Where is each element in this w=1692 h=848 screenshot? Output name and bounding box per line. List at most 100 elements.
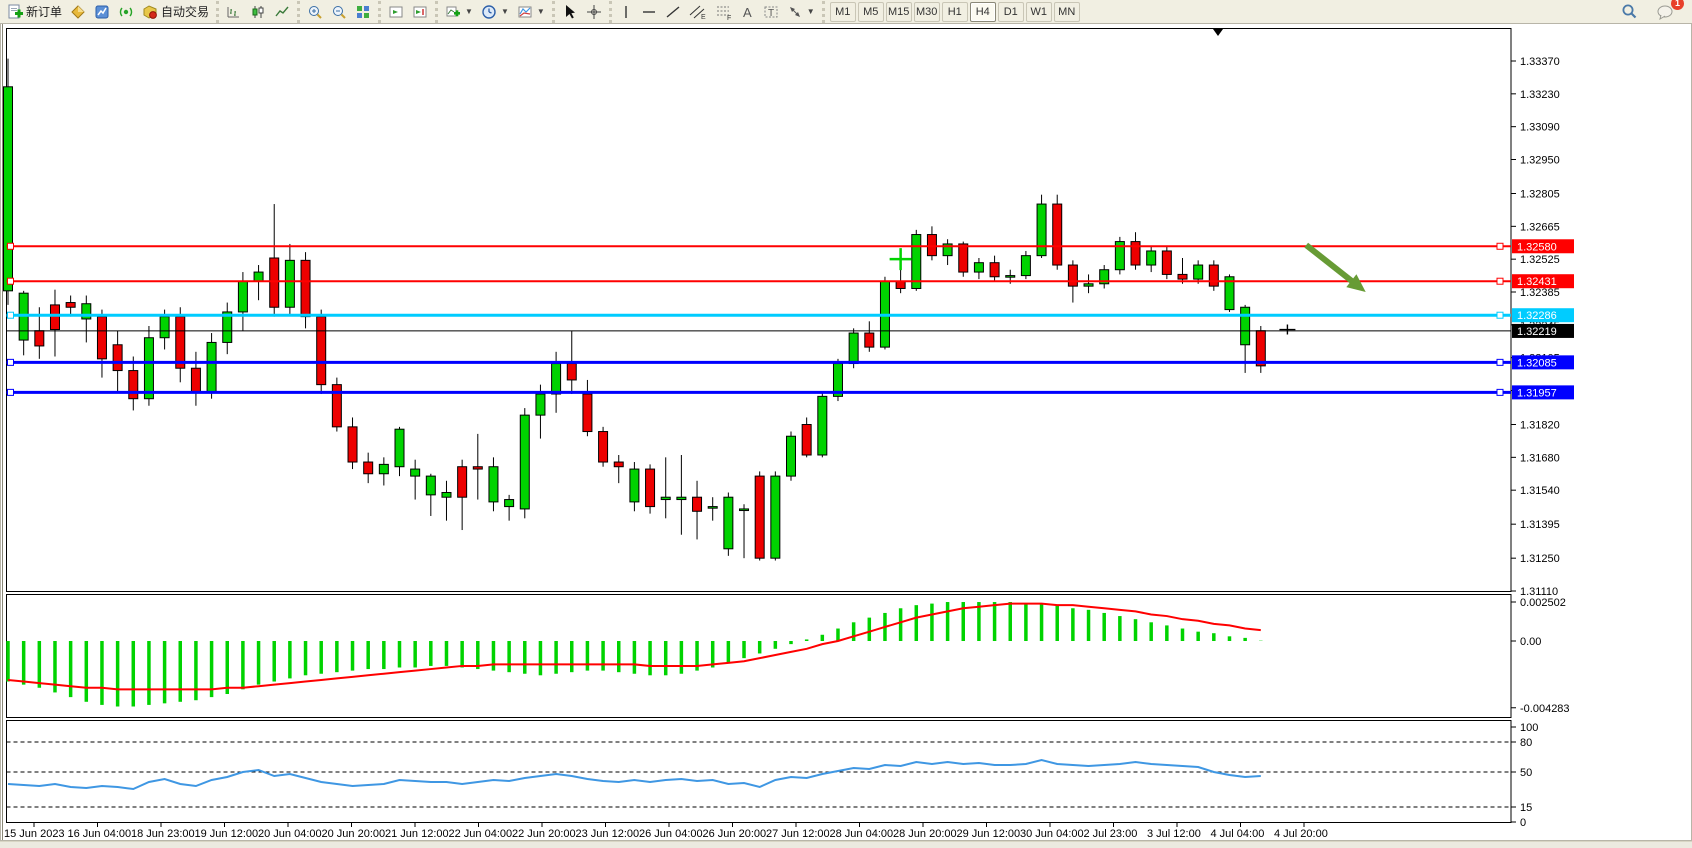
hline-price-label-box [1512,385,1574,400]
time-axis-label: 29 Jun 12:00 [957,828,1021,840]
timeframe-m15[interactable]: M15 [885,1,912,22]
candle-body [848,332,859,365]
hline-right-handle[interactable] [1496,358,1504,366]
zoom-out-button[interactable] [327,1,351,23]
candle-body [942,243,953,257]
hline-price-label-box [1512,239,1574,254]
price-axis-tick-label: 1.33370 [1520,56,1560,68]
bar-chart-button[interactable] [222,1,246,23]
templates-button[interactable]: ▼ [513,1,549,23]
periods-button[interactable]: ▼ [477,1,513,23]
hline-price-label: 1.32580 [1517,241,1557,253]
periods-caret[interactable]: ▼ [500,7,509,16]
hline-right-handle[interactable] [1496,242,1504,250]
hline-left-handle[interactable] [7,388,14,396]
timeframe-w1[interactable]: W1 [1025,1,1052,22]
candle-body [316,316,327,386]
navigator-button[interactable] [90,1,114,23]
time-axis-label: 30 Jun 04:00 [1020,828,1084,840]
time-axis-label: 2 Jul 23:00 [1084,828,1138,840]
trendline-button[interactable] [661,1,685,23]
new-order-button[interactable]: 新订单 [3,1,66,23]
timeframe-m5[interactable]: M5 [857,1,884,22]
price-axis-tick-label: 1.33090 [1520,122,1560,134]
candle-body [817,395,828,456]
time-axis-label: 15 Jun 2023 [4,828,65,840]
indicators-button[interactable]: ▼ [441,1,477,23]
hline-right-handle[interactable] [1496,277,1504,285]
cursor-button[interactable] [558,1,582,23]
hline-left-handle[interactable] [7,311,14,319]
hline-right-handle[interactable] [1496,311,1504,319]
candle-body [519,414,530,510]
timeframe-m30[interactable]: M30 [913,1,940,22]
hline-left-handle[interactable] [7,358,14,366]
trend-arrow-head[interactable] [1346,274,1366,293]
tile-windows-button[interactable] [351,1,375,23]
svg-text:A: A [743,5,752,20]
notifications-button[interactable]: 1 [1652,0,1684,23]
time-axis-label: 27 Jun 12:00 [766,828,830,840]
toolbar-group-timeframes: M1 M5 M15 M30 H1 H4 D1 W1 MN [821,0,1083,23]
candle-body [331,384,342,428]
candle-body [786,435,796,477]
candle-body [770,475,781,559]
horizontal-line-button[interactable] [637,1,661,23]
candle-body [598,431,609,463]
line-chart-button[interactable] [270,1,294,23]
timeframe-h4[interactable]: H4 [969,1,996,22]
candlestick-button[interactable] [246,1,270,23]
timeframe-m1[interactable]: M1 [829,1,856,22]
candle-body [958,243,969,273]
hline-right-handle[interactable] [1496,388,1504,396]
auto-scroll-button[interactable] [384,1,408,23]
market-watch-button[interactable] [66,1,90,23]
vertical-line-button[interactable] [615,1,637,23]
price-axis-tick-label: 1.31540 [1520,485,1560,497]
search-button[interactable] [1617,1,1642,23]
equidistant-channel-button[interactable]: E [685,1,711,23]
timeframe-mn[interactable]: MN [1053,1,1080,22]
zoom-out-icon [333,5,346,19]
hline-left-handle[interactable] [7,277,14,285]
hline-left-handle[interactable] [7,242,14,250]
arrows-button[interactable]: ▼ [783,1,819,23]
text-label-button[interactable]: T [759,1,783,23]
time-axis-label: 3 Jul 12:00 [1147,828,1201,840]
hline-price-label: 1.32286 [1517,310,1557,322]
chat-bubble-icon [1657,5,1673,20]
candle-body [645,468,656,508]
indicators-caret[interactable]: ▼ [465,7,473,16]
candle-body [911,234,922,289]
autotrading-button[interactable]: 自动交易 [138,1,213,23]
templates-icon [518,6,532,17]
timeframe-h1[interactable]: H1 [941,1,968,22]
rsi-axis-label: 80 [1520,737,1532,749]
candle-body [723,496,734,550]
cursor-arrow-icon [565,4,575,18]
time-axis-label: 20 Jun 04:00 [258,828,322,840]
hline-price-label: 1.32219 [1517,326,1557,338]
candle-body [739,508,750,512]
zoom-in-button[interactable] [303,1,327,23]
text-button[interactable]: A [737,1,759,23]
signals-button[interactable] [114,1,138,23]
notification-badge: 1 [1671,0,1684,10]
fibonacci-button[interactable]: F [711,1,737,23]
templates-caret[interactable]: ▼ [536,7,545,16]
rsi-axis-label: 100 [1520,722,1538,734]
trendline-icon [666,5,680,18]
chart-shift-button[interactable] [408,1,432,23]
price-axis-tick-label: 1.32525 [1520,254,1560,266]
candle-body [190,367,201,393]
green-plus-marker[interactable] [889,248,912,271]
candle-body [253,271,264,282]
candle-body [472,466,483,470]
candle-body [488,466,499,503]
candle-body [457,466,468,498]
price-axis-tick-label: 1.32385 [1520,287,1560,299]
timeframe-d1[interactable]: D1 [997,1,1024,22]
crosshair-button[interactable] [582,1,606,23]
arrows-caret[interactable]: ▼ [806,7,815,16]
trend-arrow-shaft[interactable] [1304,242,1360,289]
